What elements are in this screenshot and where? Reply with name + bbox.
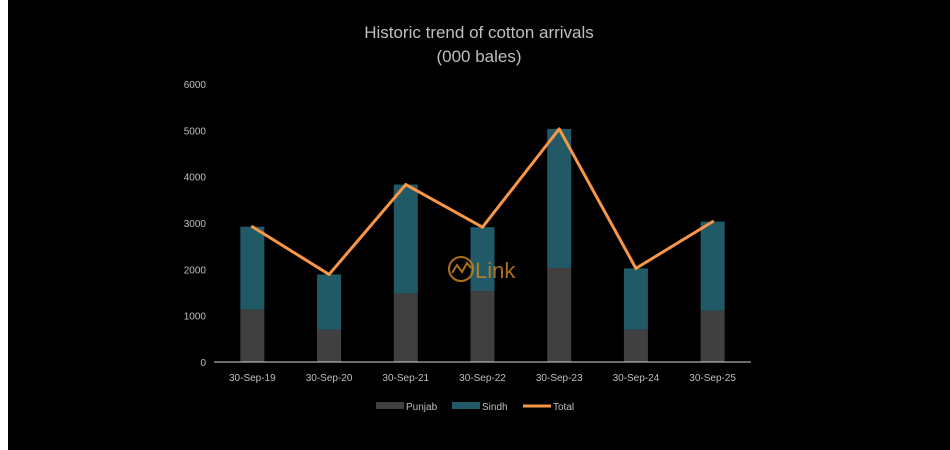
watermark-text: Link [475,258,516,283]
y-tick-label: 1000 [184,312,207,323]
watermark-logo: Link [448,256,516,283]
line-point-total [481,225,484,229]
line-point-total [404,183,408,187]
line-point-total [327,272,331,276]
y-tick-label: 4000 [184,173,207,184]
legend-label: Sindh [482,402,508,413]
bar-punjab [547,267,572,362]
bar-sindh [470,227,495,292]
line-point-total [711,220,715,224]
legend-label: Punjab [406,402,438,413]
bar-sindh [700,221,725,311]
watermark-chart-icon [451,261,472,274]
bar-sindh [240,226,265,310]
legend: Punjab Sindh Total [376,402,574,413]
line-point-total [557,127,561,131]
chart-subtitle: (000 bales) [436,47,522,66]
line-point-total [634,266,638,270]
y-tick-label: 5000 [184,126,207,137]
x-tick-label: 30-Sep-24 [613,373,660,384]
legend-item-punjab: Punjab [376,402,438,413]
total-line-series [250,127,715,276]
bar-sindh [623,268,648,330]
bar-sindh [393,184,418,294]
line-point-total [250,225,254,229]
y-tick-label: 2000 [184,265,207,276]
y-tick-label: 6000 [184,80,207,91]
y-axis: 0 1000 2000 3000 4000 5000 6000 [184,80,207,369]
legend-swatch [376,402,404,409]
bar-punjab [317,329,342,362]
x-tick-label: 30-Sep-25 [689,373,736,384]
bar-series [240,128,725,362]
chart-plot: 0 1000 2000 3000 4000 5000 6000 Link 30-Sep-19… [184,80,751,413]
x-tick-label: 30-Sep-22 [459,373,506,384]
bar-punjab [700,310,725,362]
x-tick-label: 30-Sep-20 [306,373,353,384]
bar-punjab [240,309,265,362]
legend-item-sindh: Sindh [452,402,508,413]
bar-sindh [317,274,342,330]
y-tick-label: 3000 [184,219,207,230]
bar-sindh [547,128,572,268]
legend-swatch [452,402,480,409]
bar-punjab [470,291,495,362]
x-tick-label: 30-Sep-23 [536,373,583,384]
chart-title: Historic trend of cotton arrivals [364,23,594,42]
x-tick-label: 30-Sep-21 [382,373,429,384]
x-axis: 30-Sep-19 30-Sep-20 30-Sep-21 30-Sep-22 30-S… [214,361,751,384]
bar-punjab [393,293,418,362]
legend-label: Total [553,402,574,413]
chart-canvas: Historic trend of cotton arrivals (000 b… [8,0,950,450]
y-tick-label: 0 [200,358,206,369]
bar-punjab [623,329,648,362]
legend-item-total: Total [523,402,574,413]
watermark-circle [448,256,474,282]
x-tick-label: 30-Sep-19 [229,373,276,384]
